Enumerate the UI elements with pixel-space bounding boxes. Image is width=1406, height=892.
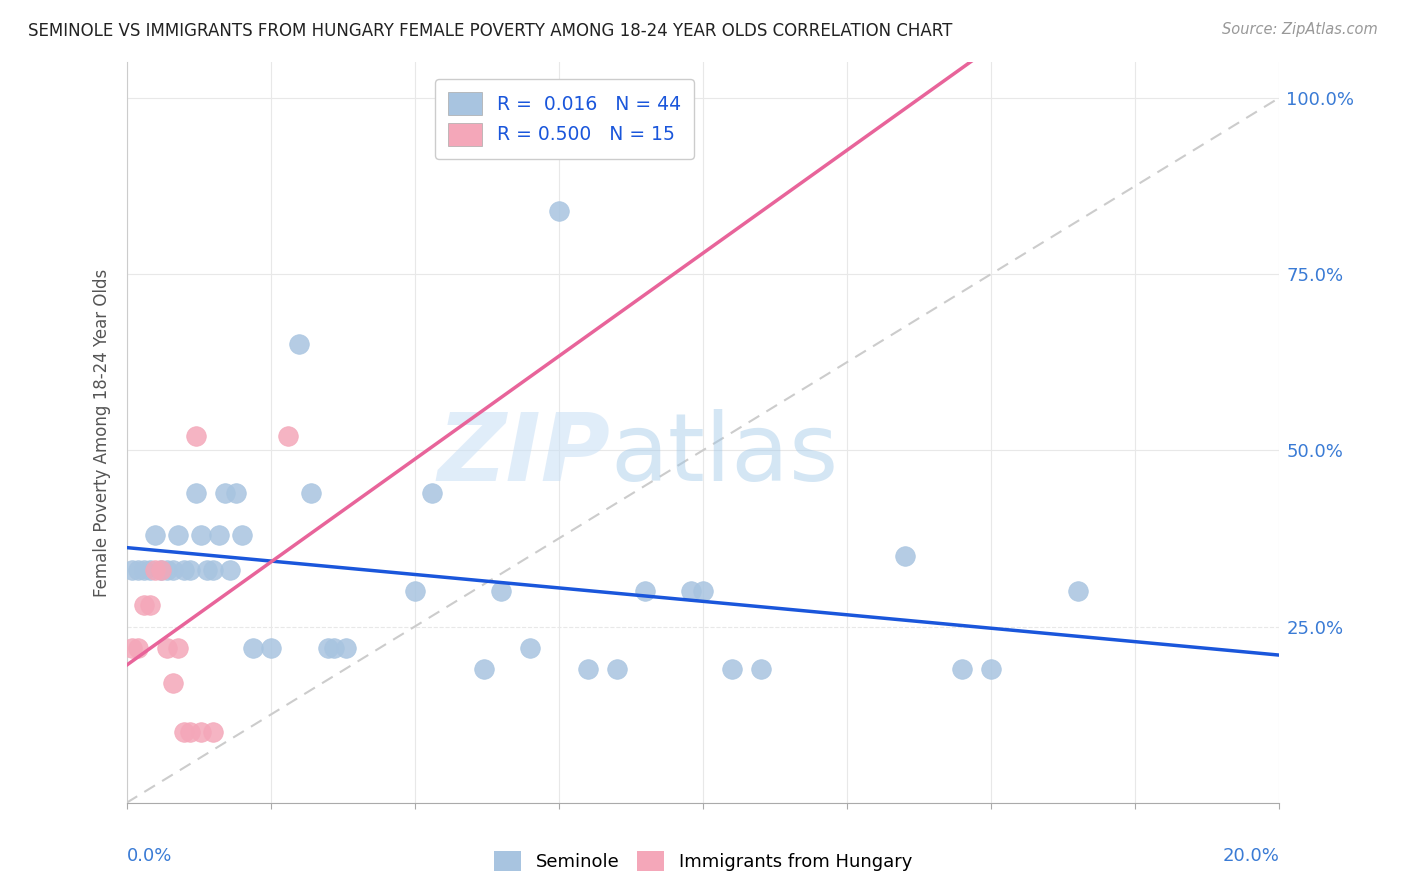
Text: 20.0%: 20.0% [1223,847,1279,865]
Point [156,640,179,655]
Point [138,599,160,613]
Point [231,528,253,542]
Point [179,725,201,739]
Text: Source: ZipAtlas.com: Source: ZipAtlas.com [1222,22,1378,37]
Point [145,528,166,542]
Point [195,563,218,577]
Point [318,640,340,655]
Point [242,640,264,655]
Text: 0.0%: 0.0% [127,847,172,865]
Point [420,485,443,500]
Point [132,599,155,613]
Point [219,563,242,577]
Y-axis label: Female Poverty Among 18-24 Year Olds: Female Poverty Among 18-24 Year Olds [93,268,111,597]
Point [980,662,1002,676]
Point [179,563,201,577]
Point [634,584,657,599]
Point [121,563,143,577]
Point [214,485,236,500]
Point [576,662,599,676]
Point [132,563,155,577]
Point [519,640,541,655]
Point [162,563,184,577]
Point [121,640,143,655]
Text: SEMINOLE VS IMMIGRANTS FROM HUNGARY FEMALE POVERTY AMONG 18-24 YEAR OLDS CORRELA: SEMINOLE VS IMMIGRANTS FROM HUNGARY FEMA… [28,22,952,40]
Point [167,640,190,655]
Point [156,563,179,577]
Point [749,662,772,676]
Legend: Seminole, Immigrants from Hungary: Seminole, Immigrants from Hungary [486,844,920,879]
Point [173,725,195,739]
Point [548,203,571,218]
Point [491,584,513,599]
Point [720,662,742,676]
Point [202,563,225,577]
Point [190,528,212,542]
Point [323,640,346,655]
Point [472,662,495,676]
Point [277,429,299,443]
Legend: R =  0.016   N = 44, R = 0.500   N = 15: R = 0.016 N = 44, R = 0.500 N = 15 [434,79,695,159]
Point [208,528,231,542]
Point [225,485,247,500]
Text: ZIP: ZIP [437,409,610,500]
Point [681,584,703,599]
Point [150,563,173,577]
Point [127,640,149,655]
Point [173,563,195,577]
Point [184,485,207,500]
Point [606,662,628,676]
Text: atlas: atlas [610,409,839,500]
Point [404,584,426,599]
Point [127,563,149,577]
Point [167,528,190,542]
Point [894,549,917,563]
Point [288,337,311,351]
Point [150,563,173,577]
Point [299,485,322,500]
Point [335,640,357,655]
Point [162,676,184,690]
Point [950,662,973,676]
Point [202,725,225,739]
Point [190,725,212,739]
Point [259,640,281,655]
Point [184,429,207,443]
Point [692,584,714,599]
Point [1067,584,1090,599]
Point [138,563,160,577]
Point [145,563,166,577]
